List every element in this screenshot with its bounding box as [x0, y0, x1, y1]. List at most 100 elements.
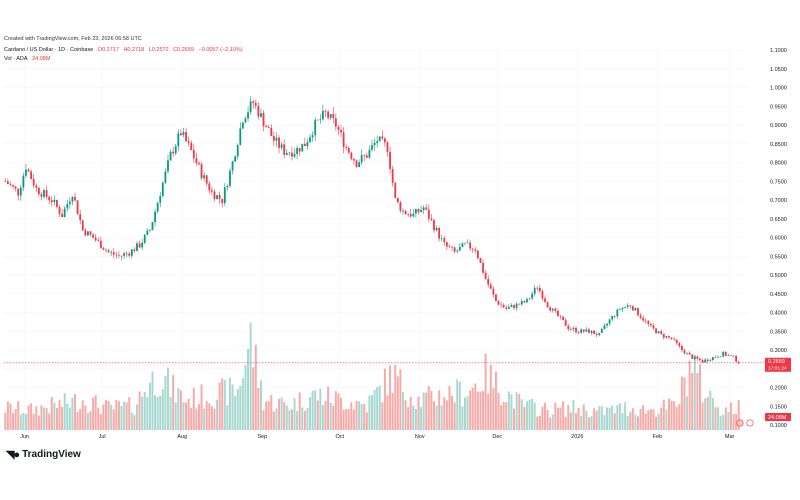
candle-body: [603, 325, 606, 330]
candle-body: [154, 211, 156, 223]
volume-bar: [252, 367, 255, 430]
event-icons[interactable]: [736, 419, 754, 427]
volume-bar: [567, 405, 570, 430]
candle-body: [278, 137, 280, 148]
candle-body: [355, 160, 358, 168]
volume-bar: [577, 407, 580, 430]
price-tick-label: 0.4000: [770, 311, 787, 317]
candle-body: [402, 210, 404, 212]
volume-bar: [448, 385, 451, 430]
candle-body: [247, 112, 249, 119]
candle-body: [621, 307, 624, 310]
candle-body: [143, 234, 146, 243]
price-axis[interactable]: 1.1000 1.0500 1.0000 0.9500 0.9000 0.8500 0.80…: [770, 48, 787, 429]
candle-body: [205, 175, 208, 184]
volume-bar: [735, 413, 738, 430]
time-tick-label: Mar: [725, 434, 735, 440]
candle-body: [45, 190, 48, 197]
candle-body: [394, 182, 397, 198]
volume-bar: [164, 375, 167, 430]
candle-body: [329, 113, 332, 118]
volume-bar: [714, 407, 717, 430]
candle-body: [528, 298, 531, 300]
volume-bar: [432, 401, 435, 430]
volume-bar: [399, 369, 402, 430]
ohlc-open: O0.2717: [97, 47, 119, 53]
ohlc-close: C0.2659: [173, 47, 194, 53]
candle-body: [190, 142, 193, 151]
candle-body: [218, 195, 221, 199]
volume-bar: [639, 408, 642, 430]
candle-body: [360, 155, 363, 163]
volume-bar: [484, 353, 487, 430]
volume-bar: [536, 416, 539, 430]
candle-body: [551, 308, 554, 311]
candle-body: [223, 187, 226, 204]
candle-body: [334, 118, 337, 127]
volume-bar: [698, 364, 701, 430]
candle-body: [9, 184, 12, 185]
candle-body: [14, 186, 17, 189]
volume-bar: [704, 398, 707, 430]
symbol-legend[interactable]: Cardano / US Dollar · 1D · Coinbase O0.2…: [4, 47, 246, 53]
tradingview-logo[interactable]: ◥● TradingView: [6, 448, 81, 461]
volume-bar: [600, 406, 603, 430]
flash-event-icon[interactable]: [736, 419, 744, 427]
volume-bar: [383, 368, 386, 430]
candle-body: [655, 328, 657, 334]
candle-body: [546, 302, 549, 308]
grid: [4, 45, 748, 432]
time-axis[interactable]: Jun Jul Aug Sep Oct Nov Dec 2026 Feb Mar: [20, 434, 734, 440]
candle-body: [213, 191, 216, 200]
price-candles: [4, 96, 740, 365]
price-tick-label: 0.7000: [770, 198, 787, 204]
candle-body: [378, 136, 381, 142]
volume-bar: [378, 385, 381, 430]
volume-bar: [541, 406, 544, 430]
candle-body: [208, 183, 211, 191]
symbol-name[interactable]: Cardano / US Dollar · 1D · Coinbase: [4, 47, 94, 53]
volume-bar: [386, 395, 389, 430]
volume-bar: [14, 409, 17, 430]
volume-bar: [660, 407, 663, 430]
candle-body: [99, 240, 102, 249]
volume-bar: [376, 386, 379, 430]
candle-body: [650, 323, 652, 326]
volume-bar: [688, 360, 691, 430]
volume-bar: [234, 396, 237, 430]
volume-bar: [35, 406, 38, 430]
volume-bar: [185, 402, 188, 430]
candle-body: [541, 291, 544, 299]
candle-body: [105, 249, 107, 251]
volume-legend[interactable]: Vol · ADA 24.08M: [4, 56, 53, 62]
candle-body: [94, 237, 97, 241]
candle-body: [63, 208, 66, 218]
volume-bar: [321, 405, 324, 430]
candle-body: [187, 141, 190, 143]
volume-bar: [396, 376, 399, 430]
candle-body: [358, 162, 360, 168]
volume-bar: [216, 399, 219, 430]
flag-event-icon[interactable]: [746, 419, 754, 427]
volume-bar: [329, 402, 332, 430]
volume-bar: [686, 396, 689, 430]
candle-body: [84, 230, 87, 236]
candle-body: [476, 250, 479, 259]
tradingview-logo-text: TradingView: [22, 449, 81, 460]
candle-body: [6, 181, 9, 185]
candle-body: [275, 137, 278, 141]
candle-body: [487, 278, 490, 285]
volume-bar: [520, 399, 523, 430]
candle-body: [642, 317, 645, 321]
volume-bar: [236, 388, 239, 430]
volume-bar: [652, 409, 655, 430]
candle-body: [693, 356, 696, 359]
candle-body: [125, 253, 128, 254]
volume-bar: [626, 415, 629, 430]
volume-bar: [128, 397, 131, 430]
volume-bar: [706, 397, 709, 430]
volume-bar: [86, 412, 89, 430]
volume-bar: [420, 407, 423, 430]
candle-body: [19, 187, 22, 196]
